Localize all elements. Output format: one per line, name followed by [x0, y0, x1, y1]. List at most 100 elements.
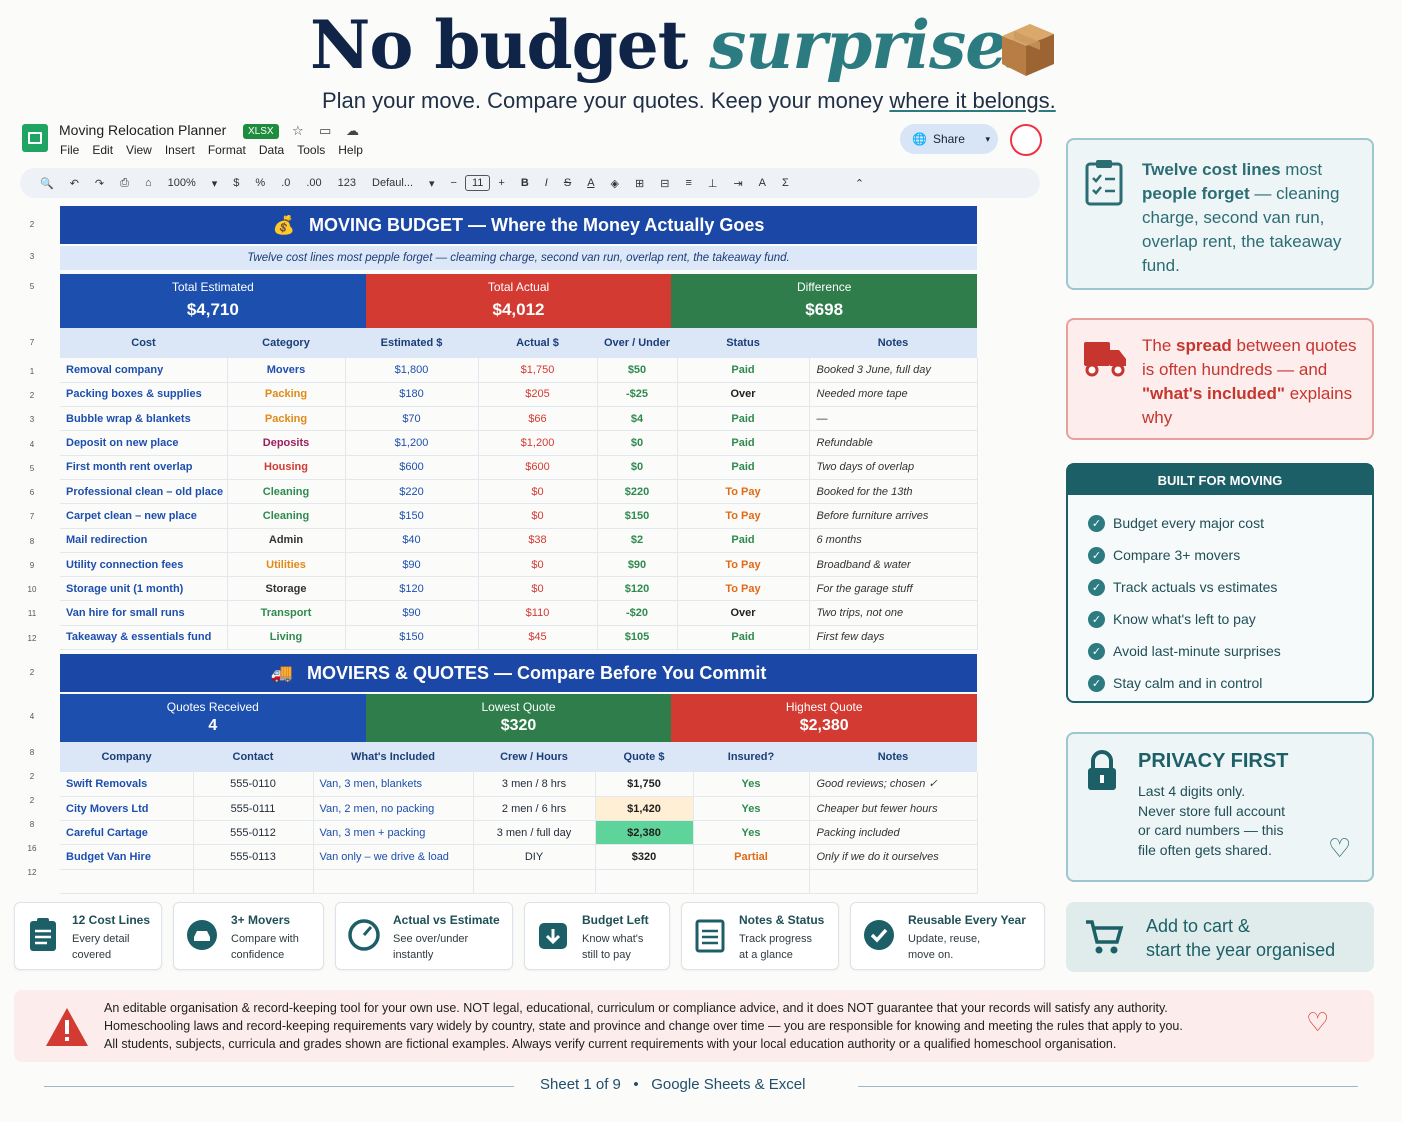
bold-button[interactable]: B: [520, 177, 529, 189]
row-number[interactable]: 16: [27, 844, 37, 853]
company-cell[interactable]: Swift Removals: [60, 772, 194, 797]
estimated-cell[interactable]: $150: [345, 625, 479, 651]
quote-cell[interactable]: $1,750: [595, 772, 694, 797]
notes-cell[interactable]: Good reviews; chosen ✓: [809, 772, 978, 797]
row-number[interactable]: 8: [29, 820, 35, 829]
actual-cell[interactable]: $1,200: [478, 430, 598, 456]
empty-cell[interactable]: [809, 869, 978, 895]
notes-cell[interactable]: Two trips, not one: [809, 600, 978, 626]
font-size-increase-icon[interactable]: +: [498, 177, 505, 189]
contact-cell[interactable]: 555-0112: [193, 820, 314, 846]
search-menus-icon[interactable]: 🔍: [40, 177, 54, 190]
share-button[interactable]: 🌐 Share ▾: [900, 124, 998, 154]
currency-format-button[interactable]: $: [233, 177, 240, 189]
row-number[interactable]: 10: [27, 585, 37, 594]
crew-cell[interactable]: 3 men / 8 hrs: [473, 772, 596, 797]
over-under-cell[interactable]: $0: [597, 455, 678, 480]
row-number[interactable]: 8: [29, 748, 35, 757]
cost-cell[interactable]: Van hire for small runs: [60, 600, 228, 626]
status-cell[interactable]: Over: [677, 382, 810, 408]
cost-cell[interactable]: Removal company: [60, 358, 228, 383]
company-cell[interactable]: City Movers Ltd: [60, 796, 194, 822]
empty-cell[interactable]: [60, 869, 194, 895]
notes-cell[interactable]: For the garage stuff: [809, 576, 978, 602]
wrap-icon[interactable]: ⇥: [733, 177, 743, 190]
included-cell[interactable]: Van, 2 men, no packing: [313, 796, 474, 822]
cost-cell[interactable]: First month rent overlap: [60, 455, 228, 480]
actual-cell[interactable]: $66: [478, 406, 598, 432]
cost-cell[interactable]: Carpet clean – new place: [60, 503, 228, 529]
estimated-cell[interactable]: $150: [345, 503, 479, 529]
category-cell[interactable]: Cleaning: [227, 503, 346, 529]
status-cell[interactable]: To Pay: [677, 503, 810, 529]
notes-cell[interactable]: Packing included: [809, 820, 978, 846]
font-size-input[interactable]: 11: [464, 175, 491, 191]
row-number[interactable]: 1: [29, 367, 35, 376]
undo-icon[interactable]: ↶: [69, 177, 79, 190]
over-under-cell[interactable]: $105: [597, 625, 678, 651]
insured-cell[interactable]: Partial: [693, 844, 810, 870]
more-formats-button[interactable]: 123: [337, 177, 357, 189]
decrease-decimal-button[interactable]: .0: [281, 177, 291, 189]
insured-cell[interactable]: Yes: [693, 820, 810, 846]
notes-cell[interactable]: Refundable: [809, 430, 978, 456]
menu-data[interactable]: Data: [258, 143, 285, 157]
row-number[interactable]: 5: [29, 282, 35, 291]
spreadsheet-grid[interactable]: 💰 MOVING BUDGET — Where the Money Actuall…: [60, 206, 978, 895]
estimated-cell[interactable]: $180: [345, 382, 479, 408]
fill-color-icon[interactable]: ◈: [610, 177, 619, 190]
category-cell[interactable]: Deposits: [227, 430, 346, 456]
company-cell[interactable]: Budget Van Hire: [60, 844, 194, 870]
estimated-cell[interactable]: $90: [345, 600, 479, 626]
merge-cells-icon[interactable]: ⊟: [660, 177, 670, 190]
italic-button[interactable]: I: [544, 177, 548, 189]
category-cell[interactable]: Housing: [227, 455, 346, 480]
estimated-cell[interactable]: $40: [345, 528, 479, 553]
actual-cell[interactable]: $38: [478, 528, 598, 553]
contact-cell[interactable]: 555-0110: [193, 772, 314, 797]
cost-cell[interactable]: Takeaway & essentials fund: [60, 625, 228, 651]
notes-cell[interactable]: First few days: [809, 625, 978, 651]
quote-cell[interactable]: $320: [595, 844, 694, 870]
included-cell[interactable]: Van, 3 men + packing: [313, 820, 474, 846]
move-folder-icon[interactable]: ▭: [319, 124, 332, 139]
notes-cell[interactable]: Two days of overlap: [809, 455, 978, 480]
row-number[interactable]: 4: [29, 712, 35, 721]
estimated-cell[interactable]: $220: [345, 479, 479, 505]
row-number[interactable]: 4: [29, 440, 35, 449]
actual-cell[interactable]: $205: [478, 382, 598, 408]
notes-cell[interactable]: Only if we do it ourselves: [809, 844, 978, 870]
estimated-cell[interactable]: $120: [345, 576, 479, 602]
crew-cell[interactable]: 3 men / full day: [473, 820, 596, 846]
estimated-cell[interactable]: $1,800: [345, 358, 479, 383]
status-cell[interactable]: Paid: [677, 528, 810, 553]
row-number[interactable]: 11: [27, 609, 37, 618]
status-cell[interactable]: To Pay: [677, 576, 810, 602]
status-cell[interactable]: Over: [677, 600, 810, 626]
status-cell[interactable]: Paid: [677, 430, 810, 456]
font-select[interactable]: Defaul...: [372, 177, 413, 189]
menu-tools[interactable]: Tools: [297, 143, 326, 157]
insured-cell[interactable]: Yes: [693, 796, 810, 822]
percent-format-button[interactable]: %: [255, 177, 266, 189]
font-size-decrease-icon[interactable]: −: [450, 177, 457, 189]
borders-icon[interactable]: ⊞: [635, 177, 645, 190]
avatar[interactable]: [1010, 124, 1042, 156]
add-to-cart-button[interactable]: Add to cart & start the year organised: [1066, 902, 1374, 972]
row-number[interactable]: 5: [29, 464, 35, 473]
contact-cell[interactable]: 555-0111: [193, 796, 314, 822]
category-cell[interactable]: Transport: [227, 600, 346, 626]
row-number[interactable]: 6: [29, 488, 35, 497]
print-icon[interactable]: ⎙: [120, 176, 129, 189]
document-title[interactable]: Moving Relocation Planner: [59, 122, 227, 138]
actual-cell[interactable]: $600: [478, 455, 598, 480]
quote-cell[interactable]: $1,420: [595, 796, 694, 822]
estimated-cell[interactable]: $90: [345, 552, 479, 578]
empty-cell[interactable]: [193, 869, 314, 895]
cost-cell[interactable]: Professional clean – old place: [60, 479, 228, 505]
category-cell[interactable]: Movers: [227, 358, 346, 383]
star-icon[interactable]: ☆: [292, 124, 304, 139]
cloud-status-icon[interactable]: ☁: [346, 124, 359, 139]
chevron-down-icon[interactable]: ▾: [429, 177, 435, 190]
menu-insert[interactable]: Insert: [164, 143, 195, 157]
